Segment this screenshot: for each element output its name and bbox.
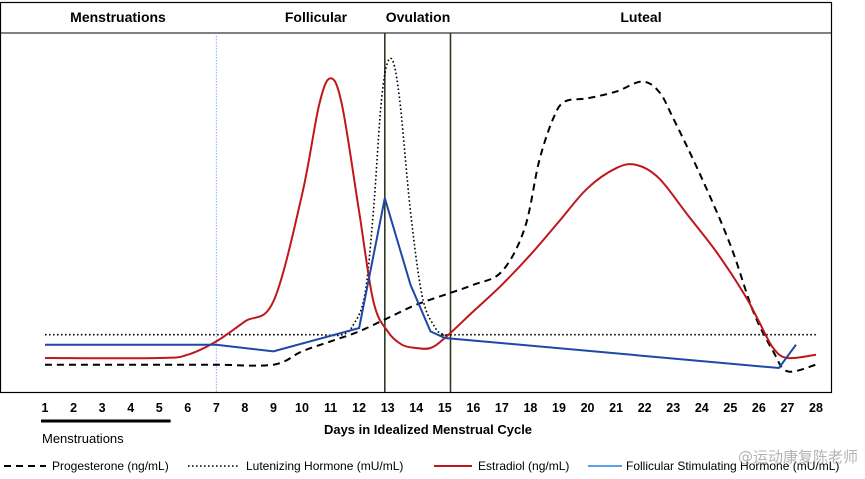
legend: Progesterone (ng/mL) Lutenizing Hormone … [4, 459, 839, 473]
phase-label-menstruations: Menstruations [70, 9, 166, 25]
x-tick-10: 10 [295, 401, 309, 415]
x-tick-7: 7 [213, 401, 220, 415]
x-tick-21: 21 [609, 401, 623, 415]
legend-label-estradiol: Estradiol (ng/mL) [478, 459, 569, 473]
x-tick-3: 3 [99, 401, 106, 415]
x-tick-11: 11 [324, 401, 337, 415]
x-tick-14: 14 [409, 401, 423, 415]
vertical-markers [215, 33, 452, 392]
x-tick-1: 1 [42, 401, 49, 415]
x-tick-6: 6 [184, 401, 191, 415]
menstruation-bar-label: Menstruations [42, 431, 124, 446]
phase-label-follicular: Follicular [285, 9, 348, 25]
x-tick-5: 5 [156, 401, 163, 415]
x-tick-28: 28 [809, 401, 823, 415]
phase-label-luteal: Luteal [620, 9, 661, 25]
x-tick-19: 19 [552, 401, 566, 415]
legend-label-lh: Lutenizing Hormone (mU/mL) [246, 459, 403, 473]
x-tick-2: 2 [70, 401, 77, 415]
estradiol-line [44, 77, 817, 360]
progesterone-line [44, 80, 817, 373]
lh-line [45, 57, 816, 337]
series-lines [44, 57, 817, 373]
x-axis-ticks: 1 2 3 4 5 6 7 8 9 10 11 12 13 14 15 16 17 18 19 20 21 22 23 24 2… [42, 401, 823, 415]
x-tick-26: 26 [752, 401, 766, 415]
x-tick-17: 17 [495, 401, 509, 415]
x-tick-8: 8 [241, 401, 248, 415]
legend-label-progesterone: Progesterone (ng/mL) [52, 459, 169, 473]
x-tick-15: 15 [438, 401, 452, 415]
x-tick-20: 20 [581, 401, 595, 415]
legend-label-fsh: Follicular Stimulating Hormone (mU/mL) [626, 459, 839, 473]
x-tick-16: 16 [466, 401, 480, 415]
watermark-text: @运动康复陈老师 [738, 448, 858, 466]
x-tick-4: 4 [127, 401, 134, 415]
x-tick-12: 12 [352, 401, 366, 415]
x-tick-22: 22 [638, 401, 652, 415]
x-tick-23: 23 [666, 401, 680, 415]
x-tick-24: 24 [695, 401, 709, 415]
plot-frame [0, 1, 833, 394]
x-tick-25: 25 [723, 401, 737, 415]
x-tick-18: 18 [523, 401, 537, 415]
x-tick-13: 13 [381, 401, 395, 415]
x-axis-label: Days in Idealized Menstrual Cycle [324, 422, 532, 437]
phase-label-ovulation: Ovulation [386, 9, 451, 25]
x-tick-27: 27 [780, 401, 794, 415]
fsh-line [45, 197, 797, 370]
x-tick-9: 9 [270, 401, 277, 415]
